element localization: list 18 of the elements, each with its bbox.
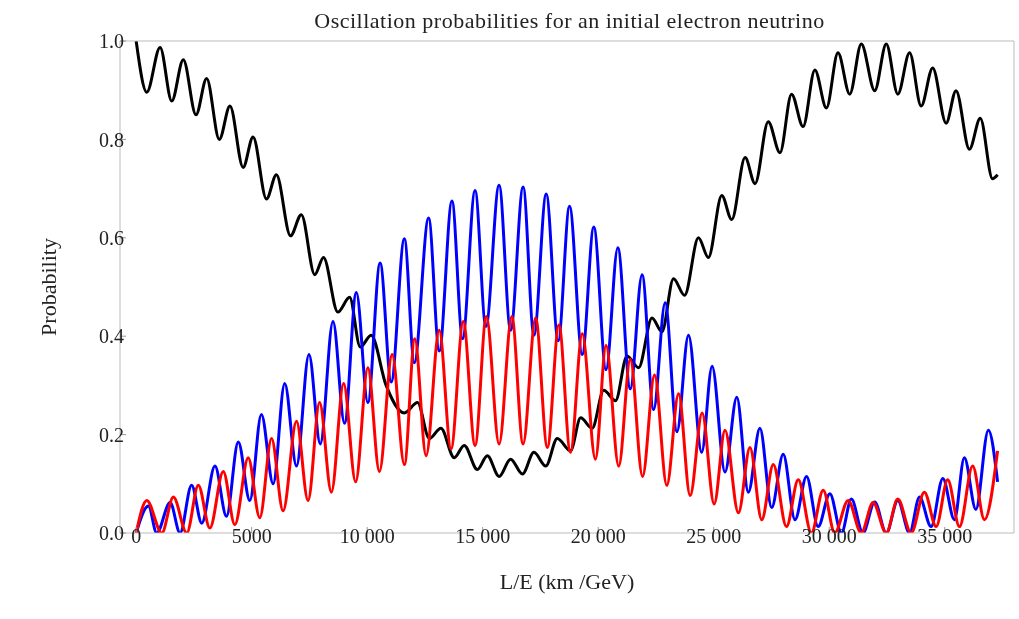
x-axis-title: L/E (km /GeV) [499, 569, 635, 594]
y-tick-label: 1.0 [99, 30, 124, 53]
x-tick-label: 20 000 [570, 525, 626, 548]
x-tick-label: 5000 [231, 525, 272, 548]
chart-title: Oscillation probabilities for an initial electron neutrino [314, 8, 825, 33]
y-tick-label: 0.0 [99, 522, 124, 545]
y-tick-label: 0.4 [99, 325, 124, 348]
y-tick-label: 0.8 [99, 128, 124, 151]
x-tick-label: 10 000 [339, 525, 395, 548]
x-tick-label: 15 000 [455, 525, 511, 548]
x-tick-label: 30 000 [801, 525, 857, 548]
y-axis-title: Probability [35, 238, 61, 336]
x-tick-label: 35 000 [917, 525, 973, 548]
y-tick-label: 0.6 [99, 226, 124, 249]
y-tick-label: 0.2 [99, 423, 124, 446]
x-tick-label: 0 [131, 525, 142, 548]
x-tick-label: 25 000 [686, 525, 742, 548]
line-series [134, 41, 1000, 478]
